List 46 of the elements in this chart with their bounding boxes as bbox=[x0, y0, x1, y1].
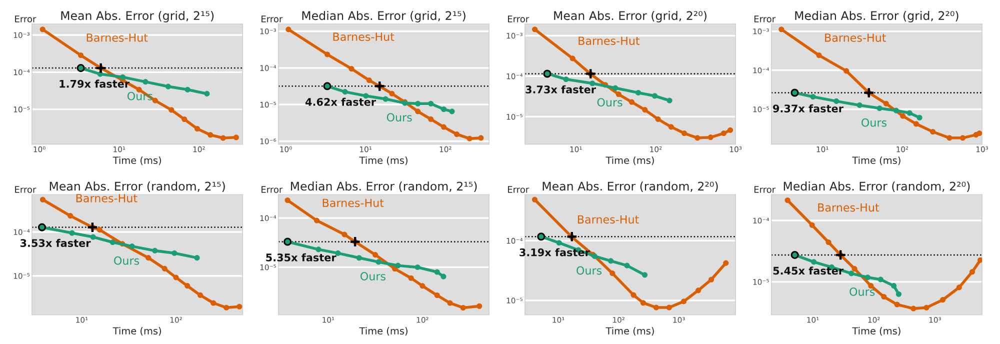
series-label: Barnes-Hut bbox=[86, 34, 148, 42]
chart-title: Mean Abs. Error (grid, 2²⁰) bbox=[554, 10, 706, 22]
y-axis-title: Error bbox=[754, 16, 776, 22]
x-axis-title: Time (ms) bbox=[852, 156, 900, 166]
y-axis-title: Error bbox=[15, 186, 36, 193]
series-label: Barnes-Hut bbox=[76, 194, 138, 202]
annotation: 3.73x faster bbox=[526, 85, 596, 94]
y-axis-title: Error bbox=[754, 186, 776, 193]
y-axis-title: Error bbox=[508, 186, 530, 193]
chart-title: Mean Abs. Error (random, 2²⁰) bbox=[542, 182, 718, 192]
annotation: 5.45x faster bbox=[773, 266, 844, 275]
series-label: Ours bbox=[576, 266, 602, 275]
series-label: Ours bbox=[386, 113, 412, 122]
chart-title: Mean Abs. Error (random, 2¹⁵) bbox=[50, 182, 225, 192]
y-axis-title: Error bbox=[15, 16, 36, 22]
annotation: 5.35x faster bbox=[266, 253, 336, 262]
series-label: Barnes-Hut bbox=[818, 203, 880, 212]
series-label: Ours bbox=[114, 256, 140, 265]
x-axis-title: Time (ms) bbox=[112, 327, 161, 336]
series-label: Barnes-Hut bbox=[825, 34, 886, 42]
y-axis-title: Error bbox=[508, 16, 530, 22]
x-axis-title: Time (ms) bbox=[359, 156, 408, 166]
series-label: Ours bbox=[597, 98, 622, 107]
chart-title: Median Abs. Error (grid, 2¹⁵) bbox=[302, 10, 466, 22]
y-axis-title: Error bbox=[262, 186, 283, 193]
x-axis-title: Time (ms) bbox=[606, 327, 654, 336]
x-axis-title: Time (ms) bbox=[112, 156, 161, 166]
chart-title: Median Abs. Error (random, 2²⁰) bbox=[784, 182, 970, 192]
series-label: Ours bbox=[862, 118, 887, 127]
annotation: 3.53x faster bbox=[20, 238, 91, 247]
annotation: 4.62x faster bbox=[305, 98, 376, 106]
series-label: Barnes-Hut bbox=[578, 36, 640, 45]
chart-title: Mean Abs. Error (grid, 2¹⁵) bbox=[61, 10, 214, 22]
x-axis-title: Time (ms) bbox=[606, 156, 654, 166]
x-axis-title: Time (ms) bbox=[359, 327, 408, 336]
y-axis-title: Error bbox=[262, 16, 283, 22]
x-axis-title: Time (ms) bbox=[852, 327, 900, 336]
series-label: Ours bbox=[850, 287, 875, 296]
series-label: Ours bbox=[360, 272, 386, 280]
annotation: 9.37x faster bbox=[773, 104, 844, 112]
chart-title: Median Abs. Error (grid, 2²⁰) bbox=[795, 10, 958, 22]
chart-title: Median Abs. Error (random, 2¹⁵) bbox=[290, 182, 477, 192]
series-label: Barnes-Hut bbox=[322, 198, 384, 208]
series-label: Barnes-Hut bbox=[578, 215, 639, 224]
annotation: 1.79x faster bbox=[60, 80, 130, 88]
series-label: Barnes-Hut bbox=[333, 32, 394, 41]
